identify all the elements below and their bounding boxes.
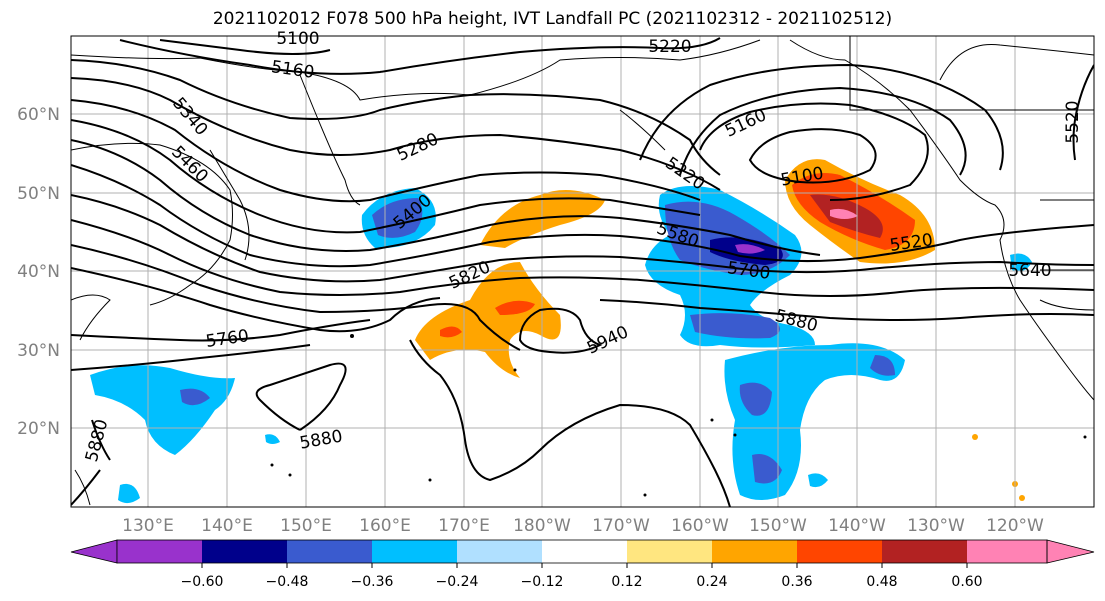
lon-label: 150°W: [749, 516, 807, 536]
graticule: [71, 36, 1094, 507]
lon-label: 180°W: [513, 516, 571, 536]
contour-label: 5520: [1063, 100, 1083, 143]
latitude-labels: 60°N 50°N 40°N 30°N 20°N: [17, 105, 60, 439]
colorbar-segment: [457, 540, 542, 563]
colorbar-segment: [372, 540, 457, 563]
colorbar-segment: [202, 540, 287, 563]
lon-label: 130°E: [122, 516, 174, 536]
colorbar-tick-label: 0.60: [951, 574, 982, 590]
lon-label: 120°W: [986, 516, 1044, 536]
islands: [270, 334, 1087, 497]
colorbar-segment: [882, 540, 967, 563]
colorbar-segment: [627, 540, 712, 563]
colorbar-tick-label: 0.12: [611, 574, 642, 590]
colorbar-extend-min: [70, 539, 118, 564]
lat-label: 40°N: [17, 262, 60, 282]
lat-label: 30°N: [17, 341, 60, 361]
map-title: 2021102012 F078 500 hPa height, IVT Land…: [212, 9, 893, 29]
colorbar-tick-label: −0.36: [351, 574, 394, 590]
colorbar-tick-label: −0.60: [181, 574, 224, 590]
lat-label: 20°N: [17, 419, 60, 439]
colorbar-segment: [797, 540, 882, 563]
lon-label: 160°E: [359, 516, 411, 536]
colorbar-tick-label: −0.12: [521, 574, 564, 590]
lon-label: 140°E: [201, 516, 253, 536]
colorbar-tick-label: 0.48: [866, 574, 897, 590]
contour-label: 5220: [648, 37, 691, 57]
colorbar-tick-label: 0.24: [696, 574, 727, 590]
lon-label: 150°E: [280, 516, 332, 536]
colorbar: −0.60 −0.48 −0.36 −0.24 −0.12 0.12 0.24 …: [70, 539, 1095, 590]
height-contours: [71, 37, 1094, 507]
colorbar-segment: [287, 540, 372, 563]
colorbar-outline: [116, 539, 1048, 564]
lat-label: 60°N: [17, 105, 60, 125]
lon-label: 140°W: [828, 516, 886, 536]
colorbar-tick-label: 0.36: [781, 574, 812, 590]
colorbar-tick-label: −0.48: [266, 574, 309, 590]
colorbar-segment: [967, 540, 1047, 563]
contour-label: 5100: [276, 29, 319, 49]
colorbar-segment: [542, 540, 627, 563]
lat-label: 50°N: [17, 184, 60, 204]
colorbar-extend-max: [1046, 539, 1095, 564]
longitude-labels: 130°E 140°E 150°E 160°E 170°E 180°W 170°…: [122, 516, 1044, 536]
colorbar-segment: [712, 540, 797, 563]
contour-label: 5640: [1008, 261, 1051, 281]
lon-label: 130°W: [907, 516, 965, 536]
ivt-positive-shading: [415, 159, 1025, 501]
colorbar-tick-marks: [201, 563, 968, 568]
colorbar-segment: [117, 540, 202, 563]
lon-label: 170°E: [438, 516, 490, 536]
map-layers: [71, 36, 1094, 507]
lon-label: 170°W: [592, 516, 650, 536]
colorbar-tick-label: −0.24: [436, 574, 479, 590]
lon-label: 160°W: [671, 516, 729, 536]
map-frame: [70, 35, 1095, 508]
